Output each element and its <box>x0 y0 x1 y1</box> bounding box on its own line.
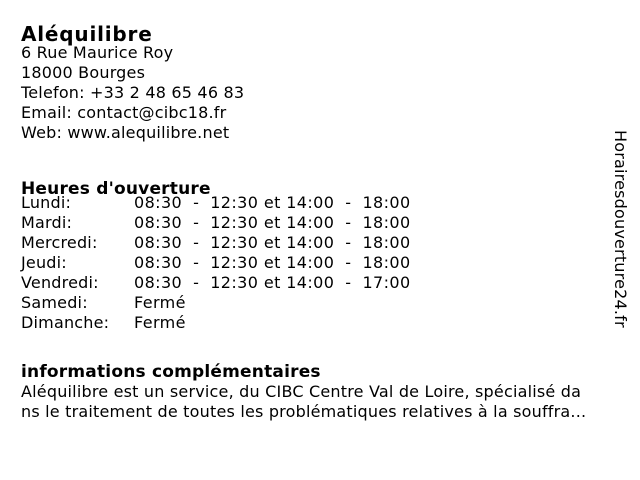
table-row: Mercredi: 08:30 - 12:30 et 14:00 - 18:00 <box>21 233 411 253</box>
day-hours: 08:30 - 12:30 et 14:00 - 18:00 <box>134 213 411 232</box>
day-hours: 08:30 - 12:30 et 14:00 - 18:00 <box>134 193 411 212</box>
email-line: Email: contact@cibc18.fr <box>21 103 227 122</box>
table-row: Dimanche: Fermé <box>21 313 411 333</box>
day-hours: Fermé <box>134 313 186 332</box>
day-label: Mercredi: <box>21 233 98 252</box>
day-label: Samedi: <box>21 293 88 312</box>
opening-hours-table: Lundi: 08:30 - 12:30 et 14:00 - 18:00 Ma… <box>21 193 411 333</box>
additional-info-heading: informations complémentaires <box>21 362 321 383</box>
day-hours: 08:30 - 12:30 et 14:00 - 17:00 <box>134 273 411 292</box>
address-city-line: 18000 Bourges <box>21 63 146 82</box>
day-hours: 08:30 - 12:30 et 14:00 - 18:00 <box>134 253 411 272</box>
day-hours: 08:30 - 12:30 et 14:00 - 18:00 <box>134 233 411 252</box>
additional-info-text: Aléquilibre est un service, du CIBC Cent… <box>21 382 586 422</box>
day-label: Jeudi: <box>21 253 67 272</box>
day-label: Vendredi: <box>21 273 99 292</box>
info-text-line: ns le traitement de toutes les problémat… <box>21 402 587 421</box>
table-row: Samedi: Fermé <box>21 293 411 313</box>
day-hours: Fermé <box>134 293 186 312</box>
day-label: Mardi: <box>21 213 73 232</box>
opening-hours-heading: Heures d'ouverture <box>21 179 211 200</box>
day-label: Dimanche: <box>21 313 110 332</box>
address-street-line: 6 Rue Maurice Roy <box>21 43 174 62</box>
site-watermark-vertical: Horairesdouverture24.fr <box>611 130 630 328</box>
table-row: Jeudi: 08:30 - 12:30 et 14:00 - 18:00 <box>21 253 411 273</box>
table-row: Vendredi: 08:30 - 12:30 et 14:00 - 17:00 <box>21 273 411 293</box>
contact-block: 6 Rue Maurice Roy 18000 Bourges Telefon:… <box>21 43 244 143</box>
business-name: Aléquilibre <box>21 22 153 47</box>
phone-line: Telefon: +33 2 48 65 46 83 <box>21 83 245 102</box>
website-line: Web: www.alequilibre.net <box>21 123 230 142</box>
table-row: Mardi: 08:30 - 12:30 et 14:00 - 18:00 <box>21 213 411 233</box>
table-row: Lundi: 08:30 - 12:30 et 14:00 - 18:00 <box>21 193 411 213</box>
info-text-line: Aléquilibre est un service, du CIBC Cent… <box>21 382 582 401</box>
day-label: Lundi: <box>21 193 72 212</box>
